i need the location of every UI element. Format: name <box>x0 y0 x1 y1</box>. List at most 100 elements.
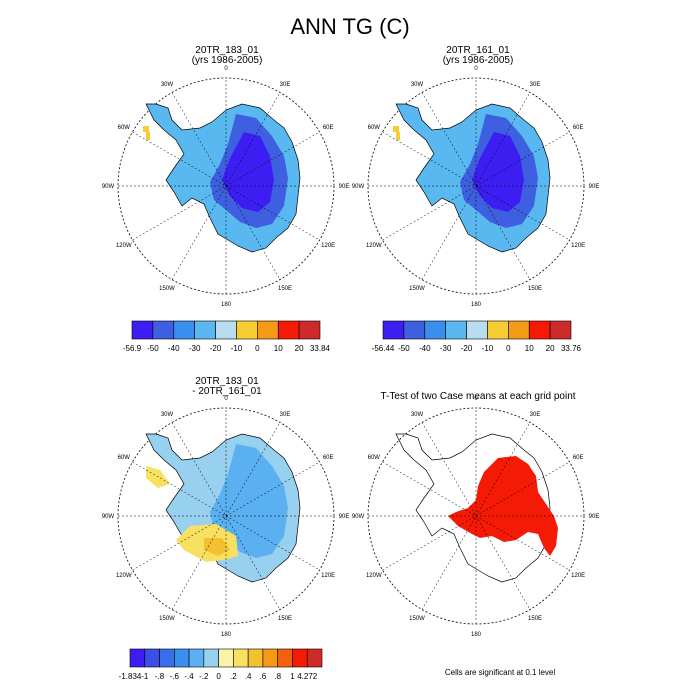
panel3-title-line2: - 20TR_161_01 <box>192 386 262 397</box>
cb2-tick-label: 10 <box>525 344 534 353</box>
panel4-title: T-Test of two Case means at each grid po… <box>358 392 598 402</box>
cb1-swatch <box>131 320 154 340</box>
cb3-tick-label: -1 <box>141 672 149 681</box>
cb3-swatch <box>188 648 205 668</box>
panel4-lon-label: 60W <box>368 455 381 461</box>
cb3-tick-label: 4.272 <box>297 672 318 681</box>
cb1-tick-label: 10 <box>274 344 283 353</box>
panel1-lon-label: 60E <box>323 125 334 131</box>
panel4-lon-label: 30W <box>411 412 424 418</box>
panel2-lon-label: 90W <box>352 184 365 190</box>
cb1-swatch <box>215 320 237 340</box>
panel3-lon-label: 0 <box>224 396 228 402</box>
cb1-tick-label: -30 <box>189 344 201 353</box>
cb3-swatch <box>174 648 190 668</box>
cb2-swatch <box>487 320 509 340</box>
panel1-lon-label: 120W <box>116 243 132 249</box>
colorbar-1: -56.9 -50 -40 -30 -20 -10 0 10 20 33.84 <box>123 320 331 353</box>
panel2-lon-label: 180 <box>471 302 482 308</box>
panel3-lon-label: 90W <box>102 514 115 520</box>
cb3-tick-label: .2 <box>230 672 237 681</box>
cb3-swatch <box>144 648 160 668</box>
cb2-swatch <box>445 320 467 340</box>
cb3-tick-label: -.8 <box>155 672 165 681</box>
panel3-lon-label: 60E <box>323 455 334 461</box>
panel3-lon-label: 30W <box>161 412 174 418</box>
panel1-title-line1: 20TR_183_01 <box>195 45 259 56</box>
cb3-tick-label: .8 <box>274 672 281 681</box>
panel2-title-line2: (yrs 1986-2005) <box>442 55 514 66</box>
cb2-swatch <box>466 320 488 340</box>
cb3-tick-label: .6 <box>260 672 267 681</box>
panel2-lon-label: 120W <box>366 243 382 249</box>
panel4-lon-label: 60E <box>573 455 584 461</box>
panel2-title: 20TR_161_01 (yrs 1986-2005) <box>378 46 578 66</box>
panel1-lon-label: 90W <box>102 184 115 190</box>
cb3-swatch <box>203 648 219 668</box>
panel4-lon-label: 150E <box>528 616 542 622</box>
longitude-labels: 0 30E 60E 90E 120E 150E 180 150W 120W 90W 60W 30W 0 3… <box>102 66 600 638</box>
panel1-lon-label: 30E <box>280 82 291 88</box>
panel1-lon-label: 60W <box>118 125 131 131</box>
cb3-swatch <box>218 648 234 668</box>
panel3-lon-label: 90E <box>339 514 350 520</box>
cb2-swatch <box>549 320 572 340</box>
panel2-lon-label: 120E <box>571 243 585 249</box>
cb1-tick-label: 33.84 <box>310 344 331 353</box>
panel1-lon-label: 150E <box>278 286 292 292</box>
cb1-tick-label: 0 <box>255 344 260 353</box>
panel1-lon-label: 120E <box>321 243 335 249</box>
cb2-tick-label: -10 <box>482 344 494 353</box>
colorbar-2: -56.44 -50 -40 -30 -20 -10 0 10 20 33.76 <box>372 320 582 353</box>
cb2-tick-label: -40 <box>419 344 431 353</box>
panel3-lon-label: 60W <box>118 455 131 461</box>
cb2-swatch <box>403 320 426 340</box>
panel1-lon-label: 150W <box>159 286 175 292</box>
panel4-title-line1: T-Test of two Case means at each grid po… <box>380 391 576 402</box>
panel2-lon-label: 30W <box>411 82 424 88</box>
panel4-lon-label: 180 <box>471 632 482 638</box>
panel2-lon-label: 0 <box>474 66 478 72</box>
cb2-swatch <box>528 320 551 340</box>
cb1-tick-label: -40 <box>168 344 180 353</box>
panel4-lon-label: 120W <box>366 573 382 579</box>
cb2-swatch <box>508 320 530 340</box>
panel4-lon-label: 120E <box>571 573 585 579</box>
cb2-tick-label: -56.44 <box>372 344 395 353</box>
panel2-meridian <box>421 92 531 280</box>
cb1-swatch <box>152 320 175 340</box>
cb2-tick-label: 0 <box>506 344 511 353</box>
panel1-lon-label: 180 <box>221 302 232 308</box>
cb3-tick-label: -.2 <box>199 672 209 681</box>
panel2-lon-label: 90E <box>589 184 600 190</box>
panel2-meridian <box>421 92 531 280</box>
panel4-lon-label: 90E <box>589 514 600 520</box>
panel1-lon-label: 0 <box>224 66 228 72</box>
cb2-tick-label: 33.76 <box>561 344 582 353</box>
panel2-lon-label: 150W <box>409 286 425 292</box>
panel3-lon-label: 150E <box>278 616 292 622</box>
cb3-swatch <box>233 648 249 668</box>
panel3-meridian <box>171 422 281 610</box>
cb1-tick-label: -56.9 <box>123 344 142 353</box>
cb1-swatch <box>257 320 279 340</box>
panel1-title: 20TR_183_01 (yrs 1986-2005) <box>127 46 327 66</box>
cb2-swatch <box>382 320 405 340</box>
cb3-swatch <box>247 648 264 668</box>
cb3-swatch <box>306 648 323 668</box>
cb1-swatch <box>277 320 300 340</box>
panel3-lon-label: 180 <box>221 632 232 638</box>
panel4-lon-label: 90W <box>352 514 365 520</box>
cb3-swatch <box>262 648 278 668</box>
panel2-lon-label: 60W <box>368 125 381 131</box>
panel3-lon-label: 120E <box>321 573 335 579</box>
cb1-tick-label: -20 <box>210 344 222 353</box>
panel3-lon-label: 150W <box>159 616 175 622</box>
cb3-tick-label: -1.834 <box>119 672 142 681</box>
cb3-swatch <box>129 648 146 668</box>
panel3-lon-label: 30E <box>280 412 291 418</box>
panel1-lon-label: 30W <box>161 82 174 88</box>
cb1-swatch <box>173 320 195 340</box>
panel3-lon-label: 120W <box>116 573 132 579</box>
